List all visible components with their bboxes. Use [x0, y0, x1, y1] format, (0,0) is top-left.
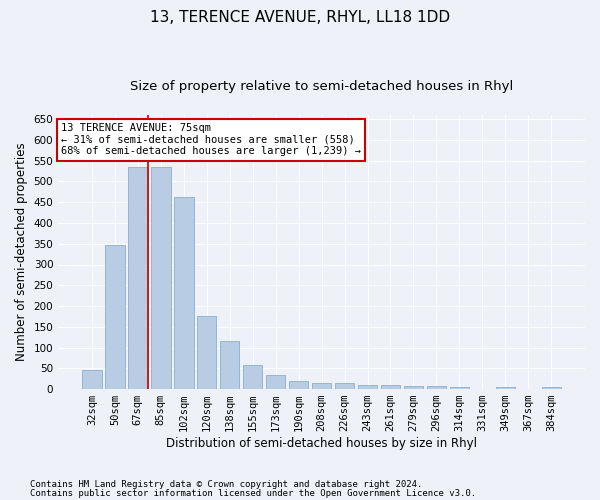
Bar — [358, 385, 377, 389]
Text: Contains public sector information licensed under the Open Government Licence v3: Contains public sector information licen… — [30, 488, 476, 498]
Bar — [542, 387, 561, 389]
Bar — [105, 244, 125, 389]
Bar — [381, 385, 400, 389]
Text: 13 TERENCE AVENUE: 75sqm
← 31% of semi-detached houses are smaller (558)
68% of : 13 TERENCE AVENUE: 75sqm ← 31% of semi-d… — [61, 123, 361, 156]
Bar — [289, 381, 308, 389]
X-axis label: Distribution of semi-detached houses by size in Rhyl: Distribution of semi-detached houses by … — [166, 437, 477, 450]
Text: Contains HM Land Registry data © Crown copyright and database right 2024.: Contains HM Land Registry data © Crown c… — [30, 480, 422, 489]
Title: Size of property relative to semi-detached houses in Rhyl: Size of property relative to semi-detach… — [130, 80, 513, 93]
Bar — [312, 383, 331, 389]
Bar — [404, 386, 423, 389]
Bar — [496, 387, 515, 389]
Bar — [427, 386, 446, 389]
Text: 13, TERENCE AVENUE, RHYL, LL18 1DD: 13, TERENCE AVENUE, RHYL, LL18 1DD — [150, 10, 450, 25]
Bar — [151, 167, 170, 389]
Bar — [82, 370, 101, 389]
Bar — [335, 383, 355, 389]
Bar — [220, 342, 239, 389]
Bar — [174, 197, 194, 389]
Bar — [266, 375, 286, 389]
Y-axis label: Number of semi-detached properties: Number of semi-detached properties — [15, 142, 28, 362]
Bar — [449, 387, 469, 389]
Bar — [197, 316, 217, 389]
Bar — [128, 167, 148, 389]
Bar — [243, 365, 262, 389]
